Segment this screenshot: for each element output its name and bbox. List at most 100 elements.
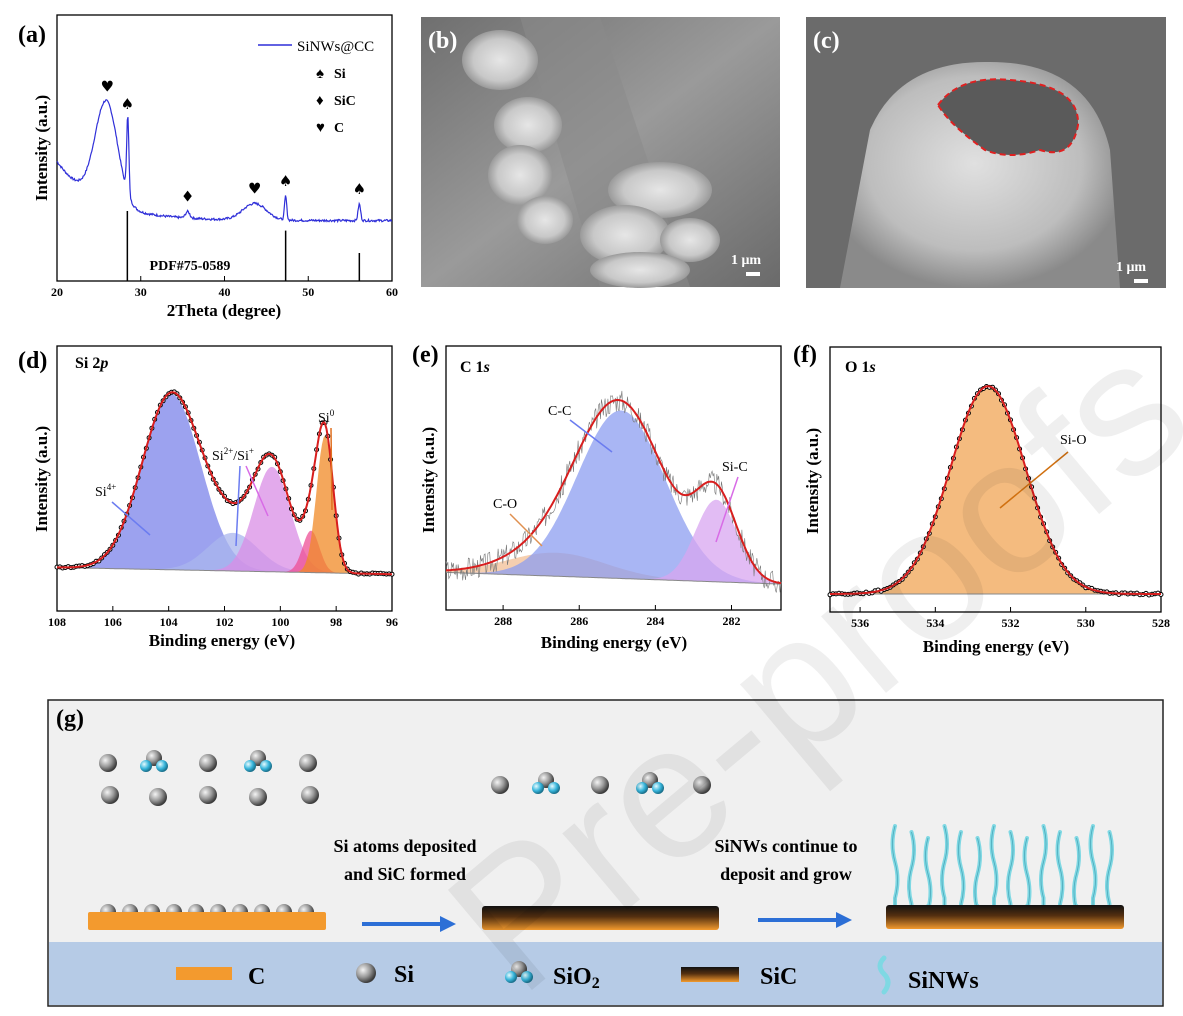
xps-tick-label: 536 (851, 616, 869, 630)
xrd-peak-marker: ♠ (121, 95, 134, 113)
xps-e-arrow-sic (715, 476, 739, 543)
sio2-o (532, 782, 544, 794)
nanowire-outline (974, 837, 981, 911)
nanowire-outline (1007, 831, 1014, 906)
xrd-reference-peaks (126, 211, 361, 281)
xrd-x-ticks: 20 30 40 50 60 (51, 276, 398, 299)
sio2-o (652, 782, 664, 794)
xrd-peak-marker: ♠ (279, 172, 292, 190)
xps-tick-label: 100 (271, 615, 289, 629)
legend-nanowire-icon (877, 955, 891, 995)
schematic-precursor-particles (99, 750, 711, 806)
xps-e-label-sic: Si-C (722, 460, 748, 475)
panel-label-e: (e) (412, 342, 439, 368)
si-atom (199, 754, 217, 772)
step1-text-line2: and SiC formed (344, 864, 466, 884)
legend-carbon-swatch (176, 967, 232, 980)
sio2-molecule (636, 772, 664, 794)
panel-label-f: (f) (793, 342, 817, 368)
nanowire-outline (958, 831, 964, 906)
xps-e-title: C 1s (460, 359, 490, 376)
panel-label-a: (a) (18, 22, 46, 48)
step2-text-line2: deposit and grow (720, 864, 852, 884)
sem-image-b: (b) 1 μm (421, 17, 780, 288)
xps-d-arrow-si0 (330, 427, 333, 511)
step2-text-line1: SiNWs continue to (714, 836, 857, 856)
legend-symbol-si: ♠ (316, 66, 324, 82)
sio2-molecule (140, 750, 168, 772)
si-atom (299, 754, 317, 772)
xps-tick-label: 282 (723, 614, 741, 628)
xps-d-arrow-si2a (235, 465, 241, 547)
xps-f-x-ticks: 536 534 532 530 528 (851, 607, 1170, 630)
si-atom (693, 776, 711, 794)
xrd-peak-marker: ♥ (248, 179, 261, 197)
xps-tick-label: 98 (330, 615, 342, 629)
si-atom (249, 788, 267, 806)
legend-si-label: Si (394, 962, 414, 988)
nanowire-outline (925, 837, 931, 911)
xrd-tick-label: 30 (135, 285, 147, 299)
xrd-series-line (56, 99, 393, 224)
xps-d-x-ticks: 108 106 104 102 100 98 96 (48, 606, 398, 629)
xps-fit-envelope (445, 399, 782, 585)
xps-tick-label: 96 (386, 615, 398, 629)
nanowire-outline (991, 825, 997, 906)
sio2-o (260, 760, 272, 772)
si-atom (199, 786, 217, 804)
xps-f-arrow-sio (999, 451, 1069, 509)
xrd-peak-annotations: ♥ ♠ ♦ ♥ ♠ ♠ (101, 77, 367, 205)
xps-c1s-panel: (e) 288 286 284 282 C 1s Binding energy (eV… (412, 342, 782, 652)
xps-f-frame (829, 346, 1162, 613)
xps-d-label-si2: Si2+/Si+ (212, 446, 254, 464)
si-atom (101, 786, 119, 804)
panel-label-g: (g) (56, 706, 84, 732)
legend-sio2-label: SiO2 (553, 964, 600, 992)
xps-f-plot (827, 384, 1164, 598)
xrd-peak-marker: ♦ (181, 188, 194, 206)
xps-tick-label: 528 (1152, 616, 1170, 630)
xps-tick-label: 108 (48, 615, 66, 629)
xps-f-label-sio: Si-O (1060, 433, 1086, 448)
sem-c-scale-text: 1 μm (1116, 260, 1146, 275)
xps-d-plot (54, 389, 395, 577)
xps-tick-label: 532 (1002, 616, 1020, 630)
stage-arrow-2 (758, 912, 852, 928)
xrd-x-axis-label: 2Theta (degree) (167, 301, 281, 320)
xps-component-c-c (446, 410, 781, 585)
schematic-legend-bar (49, 942, 1162, 1005)
panel-label-c: (c) (813, 28, 840, 54)
sem-b-scale-text: 1 μm (731, 253, 761, 268)
xps-f-y-axis-label: Intensity (a.u.) (803, 428, 822, 534)
xrd-panel: (a) ♥ ♠ ♦ ♥ ♠ ♠ 20 30 40 50 60 PDF#75-0589 2Theta… (18, 14, 398, 320)
sem-b-nanowire-clusters (462, 30, 720, 288)
stage1-carbon-substrate (88, 912, 326, 930)
sem-image-c: (c) 1 μm (806, 17, 1166, 288)
nanowire-outline (892, 825, 898, 906)
si-atom (301, 786, 319, 804)
xps-e-frame (445, 345, 782, 611)
xps-component-si2-si- (57, 532, 392, 575)
xrd-y-axis-label: Intensity (a.u.) (32, 95, 51, 201)
xps-d-arrow-si2b (245, 465, 269, 517)
step1-text-line1: Si atoms deposited (333, 836, 476, 856)
stage3-sic-substrate (886, 905, 1124, 929)
legend-sic-swatch (681, 967, 739, 982)
xps-e-x-ticks: 288 286 284 282 (494, 605, 741, 628)
si-atom (149, 788, 167, 806)
growth-schematic: (g) Si atoms deposited and SiC formed Si… (47, 699, 1164, 1007)
xps-e-x-axis-label: Binding energy (eV) (541, 633, 687, 652)
si-atom (591, 776, 609, 794)
xrd-peak-marker: ♠ (353, 180, 366, 198)
xps-d-y-axis-label: Intensity (a.u.) (32, 426, 51, 532)
xps-raw-data (445, 390, 782, 593)
xps-component-si4- (57, 394, 392, 575)
legend-symbol-sic: ♦ (316, 93, 324, 109)
xps-tick-label: 534 (926, 616, 944, 630)
xps-tick-label: 288 (494, 614, 512, 628)
xps-o1s-panel: (f) 536 534 532 530 528 O 1s Binding energy … (793, 342, 1170, 656)
xrd-tick-label: 20 (51, 285, 63, 299)
xps-e-arrow-cc (569, 419, 613, 453)
xps-component-si-c (446, 499, 781, 585)
sio2-o (140, 760, 152, 772)
